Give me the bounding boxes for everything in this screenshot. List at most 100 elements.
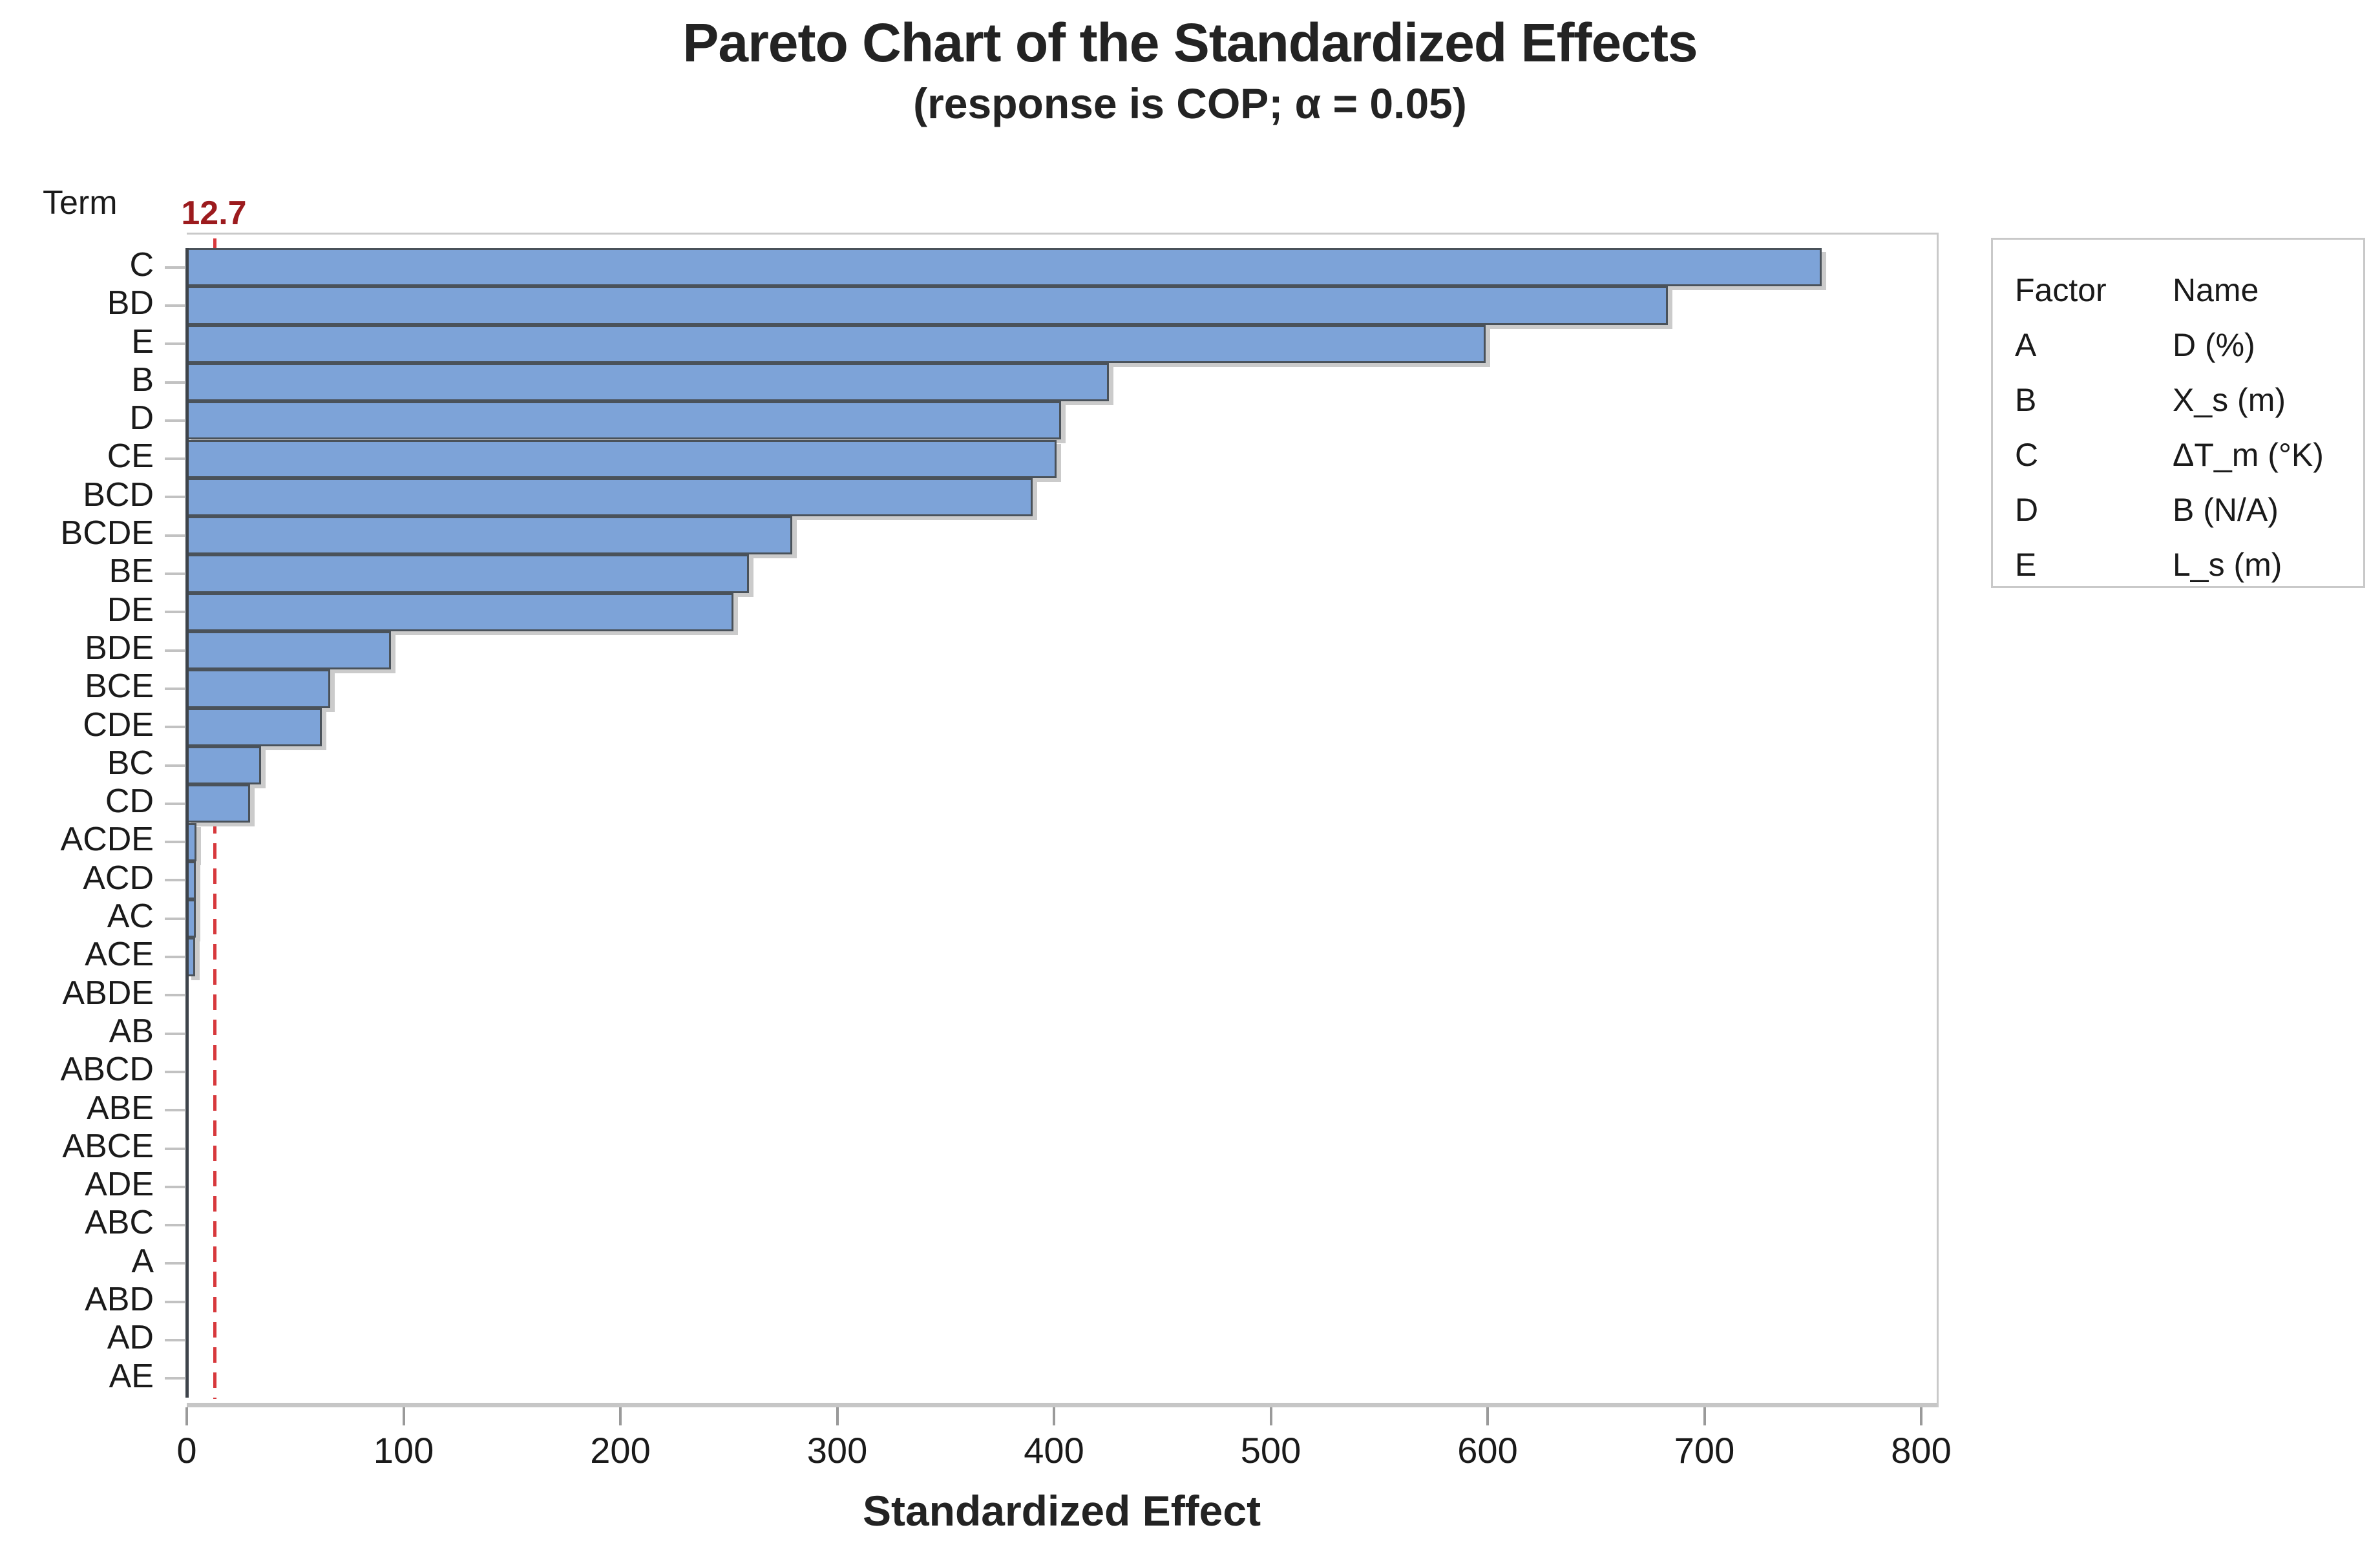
x-axis-label: 0 [176, 1430, 197, 1471]
y-tick [165, 266, 185, 269]
y-tick [165, 1377, 185, 1380]
x-axis-label: 100 [373, 1430, 434, 1471]
y-axis-label: BC [107, 744, 154, 782]
y-axis-label: ACDE [60, 821, 154, 859]
legend-row: C ΔT_m (°K) [2015, 428, 2363, 483]
y-tick [165, 1262, 185, 1265]
y-axis-label: ABD [85, 1281, 154, 1319]
bar-CDE [187, 708, 322, 746]
y-tick [165, 1109, 185, 1112]
legend-factor: D [2015, 492, 2039, 528]
y-tick [165, 1300, 185, 1303]
y-axis-label: A [131, 1242, 154, 1280]
x-tick [185, 1407, 188, 1425]
x-tick [619, 1407, 622, 1425]
y-axis-label: ABCD [60, 1051, 154, 1089]
legend-factor: B [2015, 382, 2037, 418]
y-tick [165, 917, 185, 920]
legend-factor-name: B (N/A) [2173, 492, 2279, 528]
y-axis-label: ADE [85, 1166, 154, 1204]
bar-CE [187, 439, 1057, 478]
x-axis-title: Standardized Effect [862, 1487, 1261, 1535]
y-tick [165, 496, 185, 499]
y-axis-label: CDE [83, 706, 154, 744]
legend-factor-name: L_s (m) [2173, 547, 2282, 583]
x-tick [836, 1407, 839, 1425]
x-tick [1703, 1407, 1706, 1425]
bar-DE [187, 593, 734, 631]
y-tick [165, 457, 185, 461]
legend-factor: C [2015, 437, 2039, 473]
legend-row: A D (%) [2015, 318, 2363, 373]
bar-BDE [187, 631, 391, 670]
legend-header-row: Factor Name [2015, 263, 2363, 318]
bar-E [187, 324, 1486, 363]
y-tick [165, 419, 185, 422]
y-axis-label: ABE [86, 1089, 154, 1127]
reference-line-label: 12.7 [181, 194, 247, 232]
y-tick [165, 1224, 185, 1227]
y-tick [165, 381, 185, 384]
x-axis-label: 700 [1674, 1430, 1735, 1471]
y-axis-label: C [129, 246, 154, 284]
y-axis-label: AB [109, 1012, 154, 1050]
y-axis-label: ABCE [62, 1127, 154, 1165]
y-axis-label: BCD [83, 476, 154, 514]
x-axis-tick-labels: 0 100 200 300 400 500 600 700 800 [176, 1429, 1951, 1475]
y-axis-label: ABDE [62, 974, 154, 1012]
x-axis-label: 300 [806, 1430, 868, 1471]
y-tick [165, 1339, 185, 1342]
x-axis-label: 800 [1891, 1430, 1952, 1471]
x-tick [1486, 1407, 1489, 1425]
y-tick [165, 649, 185, 652]
y-axis-label: BD [107, 284, 154, 322]
legend-header-factor: Factor [2015, 272, 2107, 308]
x-axis-line [187, 1403, 1937, 1407]
y-axis-label: CD [105, 782, 154, 821]
legend-header-name: Name [2173, 272, 2259, 308]
x-tick [1269, 1407, 1272, 1425]
legend-factor: E [2015, 547, 2037, 583]
y-axis-label: BCDE [60, 514, 154, 552]
legend-row: B X_s (m) [2015, 373, 2363, 428]
y-axis-line [185, 248, 189, 1398]
chart-title: Pareto Chart of the Standardized Effects [682, 12, 1698, 73]
y-tick [165, 1032, 185, 1035]
y-tick [165, 611, 185, 614]
y-tick [165, 1185, 185, 1188]
y-tick [165, 956, 185, 959]
legend-row: D B (N/A) [2015, 483, 2363, 538]
legend-factor-name: X_s (m) [2173, 382, 2286, 418]
x-axis-label: 400 [1024, 1430, 1084, 1471]
y-axis-label: BE [109, 552, 154, 591]
plot-area [165, 233, 1939, 1425]
y-axis-label: BDE [85, 629, 154, 667]
x-tick [1920, 1407, 1922, 1425]
y-axis-label: ABC [85, 1204, 154, 1242]
bar-BC [187, 746, 261, 785]
y-tick [165, 994, 185, 997]
y-tick [165, 879, 185, 882]
y-tick [165, 726, 185, 729]
y-tick [165, 1070, 185, 1073]
y-axis-label: CE [107, 437, 154, 476]
y-tick [165, 304, 185, 307]
factor-legend: Factor Name A D (%) B X_s (m) C ΔT_m (°K) D B (… [1991, 238, 2365, 588]
y-axis-label: AD [107, 1319, 154, 1357]
y-axis-label: ACD [83, 859, 154, 897]
bar-D [187, 401, 1061, 440]
y-axis-tick-labels: C BD E B D CE BCD BCDE BE DE BDE BCE CDE BC CD ACDE ACD A… [0, 246, 154, 1396]
x-axis-label: 200 [590, 1430, 651, 1471]
x-axis-label: 500 [1240, 1430, 1301, 1471]
y-tick [165, 572, 185, 576]
y-axis-label: AC [107, 898, 154, 936]
y-tick [165, 687, 185, 690]
y-axis-label: AE [109, 1357, 154, 1395]
x-tick [1053, 1407, 1055, 1425]
y-axis-label: DE [107, 591, 154, 629]
y-axis-label: ACE [85, 936, 154, 974]
bar-BCDE [187, 516, 792, 555]
y-axis-label: BCE [85, 667, 154, 706]
legend-row: E L_s (m) [2015, 538, 2363, 593]
